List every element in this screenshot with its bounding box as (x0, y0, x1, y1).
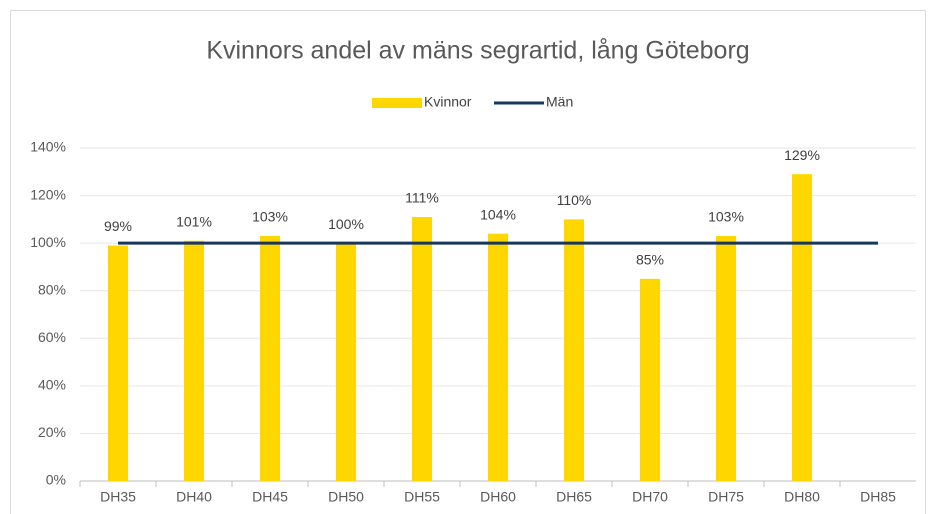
bar (412, 216, 432, 481)
y-tick-label: 120% (30, 186, 66, 202)
y-tick-label: 0% (46, 472, 66, 488)
bar (260, 236, 280, 481)
y-tick-label: 60% (38, 329, 66, 345)
x-tick-label: DH35 (100, 489, 136, 505)
data-label: 100% (328, 216, 364, 232)
bar (564, 219, 584, 481)
y-tick-label: 100% (30, 234, 66, 250)
chart-frame (10, 10, 926, 514)
x-tick-label: DH75 (708, 489, 744, 505)
x-tick-label: DH80 (784, 489, 820, 505)
data-label: 85% (636, 252, 664, 268)
x-tick-label: DH40 (176, 489, 212, 505)
bar (184, 240, 204, 481)
data-label: 129% (784, 147, 820, 163)
data-label: 110% (557, 192, 592, 208)
data-label: 103% (708, 209, 744, 225)
x-tick-label: DH60 (480, 489, 516, 505)
y-tick-label: 20% (38, 424, 66, 440)
x-tick-label: DH70 (632, 489, 668, 505)
x-tick-label: DH50 (328, 489, 364, 505)
data-label: 104% (480, 206, 516, 222)
y-tick-label: 140% (30, 139, 66, 155)
data-label: 103% (252, 209, 288, 225)
data-label: 101% (176, 213, 212, 229)
legend-label: Kvinnor (424, 94, 472, 110)
bar (488, 233, 508, 481)
legend-swatch (372, 98, 422, 108)
y-tick-label: 80% (38, 281, 66, 297)
data-label: 99% (104, 218, 132, 234)
x-tick-label: DH85 (860, 489, 896, 505)
x-tick-label: DH45 (252, 489, 288, 505)
data-label: 111% (405, 190, 439, 206)
y-tick-label: 40% (38, 377, 66, 393)
bar (640, 278, 660, 481)
bar (108, 245, 128, 481)
bar (792, 174, 812, 481)
chart-title: Kvinnors andel av mäns segrartid, lång G… (206, 37, 749, 65)
x-tick-label: DH55 (404, 489, 440, 505)
legend-label: Män (546, 94, 573, 110)
bar (336, 243, 356, 481)
x-tick-label: DH65 (556, 489, 592, 505)
bar (716, 236, 736, 481)
